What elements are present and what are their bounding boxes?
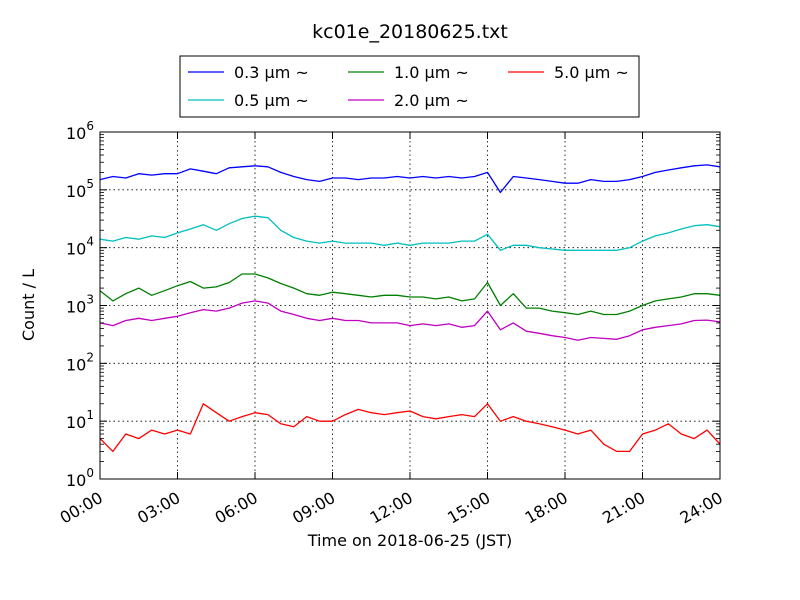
legend-label: 1.0 μm ~ xyxy=(394,63,469,82)
y-tick-label: 106 xyxy=(66,119,94,143)
y-tick-label: 100 xyxy=(66,466,94,490)
x-tick-label: 12:00 xyxy=(367,488,416,528)
y-tick-base: 10 xyxy=(66,413,86,432)
y-tick-label: 105 xyxy=(66,177,94,201)
y-tick-base: 10 xyxy=(66,355,86,374)
x-tick-label: 06:00 xyxy=(212,488,261,528)
legend: 0.3 μm ~ 0.5 μm ~ 1.0 μm ~ 2.0 μm ~ 5.0 μm ~ xyxy=(179,55,640,118)
y-tick-label: 102 xyxy=(66,350,94,374)
y-tick-base: 10 xyxy=(66,124,86,143)
legend-label: 0.3 μm ~ xyxy=(234,63,309,82)
series-line-1 xyxy=(99,215,721,251)
x-axis-label: Time on 2018-06-25 (JST) xyxy=(307,531,512,550)
legend-label: 2.0 μm ~ xyxy=(394,91,469,110)
y-tick-base: 10 xyxy=(66,471,86,490)
x-tick-labels: 00:00 03:00 06:00 09:00 12:00 15:00 18:00 21:00… xyxy=(57,488,726,528)
x-tick-label: 09:00 xyxy=(289,488,338,528)
legend-label: 5.0 μm ~ xyxy=(554,63,629,82)
y-tick-label: 103 xyxy=(66,293,94,317)
ticks xyxy=(99,131,721,480)
y-tick-label: 101 xyxy=(66,408,94,432)
legend-label: 0.5 μm ~ xyxy=(234,91,309,110)
y-tick-base: 10 xyxy=(66,240,86,259)
y-tick-exponent: 3 xyxy=(86,293,94,307)
series-line-0 xyxy=(99,164,721,194)
y-tick-exponent: 1 xyxy=(86,408,94,422)
series-line-3 xyxy=(99,300,721,341)
y-tick-exponent: 6 xyxy=(86,119,94,133)
chart-title: kc01e_20180625.txt xyxy=(312,21,508,43)
x-tick-label: 15:00 xyxy=(444,488,493,528)
legend-box xyxy=(179,55,640,118)
series-line-2 xyxy=(99,273,721,316)
y-tick-exponent: 4 xyxy=(86,235,94,249)
series-line-4 xyxy=(99,403,721,453)
y-axis-label: Count / L xyxy=(19,269,38,341)
x-tick-label: 03:00 xyxy=(134,488,183,528)
y-tick-label: 104 xyxy=(66,235,94,259)
y-tick-exponent: 2 xyxy=(86,350,94,364)
x-tick-label: 00:00 xyxy=(57,488,106,528)
y-tick-exponent: 0 xyxy=(86,466,94,480)
x-tick-label: 21:00 xyxy=(599,488,648,528)
x-tick-label: 18:00 xyxy=(522,488,571,528)
x-tick-label: 24:00 xyxy=(677,488,726,528)
y-tick-base: 10 xyxy=(66,182,86,201)
y-tick-exponent: 5 xyxy=(86,177,94,191)
series-layer xyxy=(99,164,721,453)
y-tick-base: 10 xyxy=(66,298,86,317)
